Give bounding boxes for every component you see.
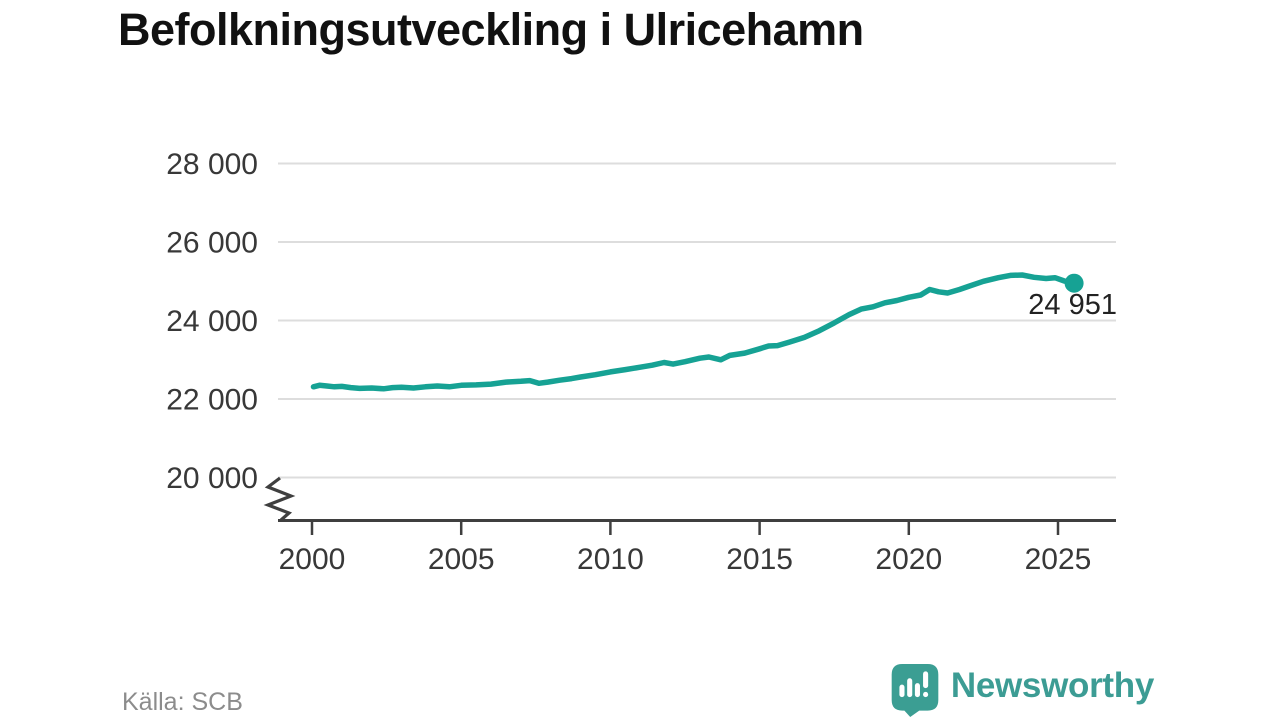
x-tick-label: 2015 [726, 543, 793, 576]
x-tick-label: 2010 [577, 543, 644, 576]
axis-break-icon [263, 476, 296, 522]
bar-chart-glyph [899, 671, 928, 698]
y-tick-label: 28 000 [166, 148, 258, 181]
x-tick-label: 2000 [279, 543, 346, 576]
y-gridlines [278, 162, 1116, 479]
x-axis [278, 519, 1116, 535]
x-tick-label: 2005 [428, 543, 495, 576]
x-tick-label: 2020 [875, 543, 942, 576]
end-value-label: 24 951 [1028, 289, 1117, 321]
exclamation-dot [922, 691, 928, 698]
end-point-dot [1064, 273, 1084, 293]
exclamation-bar [922, 671, 928, 689]
newsworthy-logo-icon [891, 664, 939, 717]
source-label: Källa: SCB [122, 688, 243, 716]
y-tick-label: 24 000 [166, 305, 258, 338]
brand-name: Newsworthy [950, 666, 1154, 705]
population-line [310, 272, 1077, 392]
y-tick-label: 22 000 [166, 384, 258, 417]
y-tick-label: 20 000 [166, 462, 258, 495]
y-tick-label: 26 000 [166, 227, 258, 260]
chart-title: Befolkningsutveckling i Ulricehamn [118, 4, 864, 55]
newsworthy-logo: Newsworthy [890, 664, 1154, 717]
x-tick-label: 2025 [1025, 543, 1092, 576]
y-tick-labels: 20 000 22 000 24 000 26 000 28 000 [166, 148, 258, 495]
x-tick-labels: 2000 2005 2010 2015 2020 2025 [279, 543, 1092, 576]
